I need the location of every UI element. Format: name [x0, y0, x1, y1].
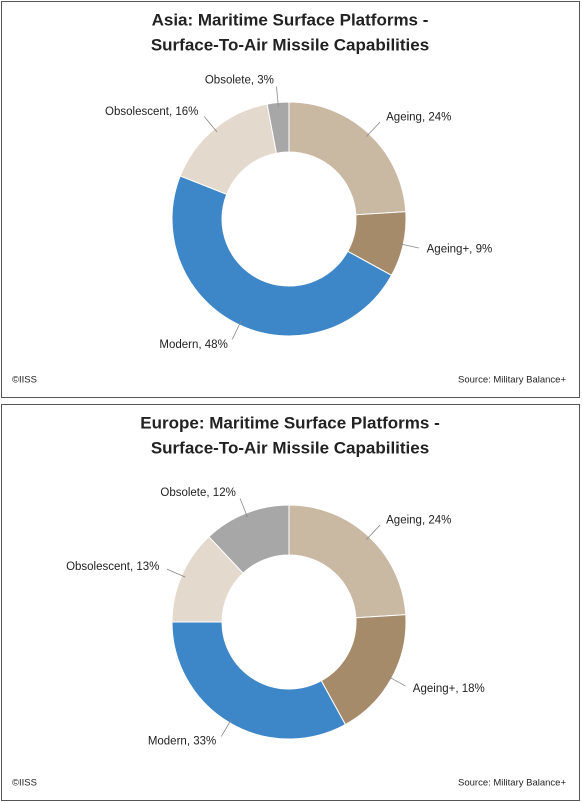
leader-line — [399, 243, 419, 249]
slice-category: Obsolescent — [66, 561, 131, 573]
slice-label: Modern, 33% — [148, 736, 216, 748]
slice-category: Ageing+ — [427, 243, 470, 255]
copyright: ©IISS — [12, 375, 37, 386]
donut-slice — [208, 504, 290, 574]
slice-value: 9% — [476, 243, 493, 255]
panel — [1, 1, 580, 398]
slice-category: Ageing — [386, 112, 422, 124]
copyright: ©IISS — [12, 778, 37, 789]
leader-line — [232, 321, 242, 340]
leader-line — [239, 498, 248, 518]
leader-line — [366, 524, 381, 540]
slice-value: 24% — [428, 112, 451, 124]
slice-value: 24% — [428, 515, 451, 527]
source: Source: Military Balance+ — [458, 778, 566, 789]
slice-label: Modern, 48% — [159, 339, 227, 351]
panel — [1, 404, 580, 801]
slice-label: Obsolete, 3% — [205, 75, 274, 87]
slice-category: Ageing+ — [413, 683, 456, 695]
slice-category: Obsolescent — [105, 106, 170, 118]
leader-line — [276, 86, 279, 107]
slice-label: Ageing, 24% — [386, 112, 451, 124]
slice-label: Obsolescent, 16% — [105, 106, 198, 118]
donut-slice — [288, 101, 407, 216]
slice-label: Ageing+, 18% — [413, 683, 485, 695]
donut-slice — [288, 504, 407, 619]
leader-line — [387, 676, 406, 687]
slice-category: Obsolete — [205, 75, 251, 87]
donut-slice — [171, 621, 347, 740]
slice-category: Ageing — [386, 515, 422, 527]
leader-line — [220, 719, 232, 737]
donut-slice — [171, 175, 393, 337]
slice-value: 48% — [205, 339, 228, 351]
slice-label: Obsolete, 12% — [160, 487, 235, 499]
slice-value: 3% — [257, 75, 274, 87]
leader-line — [166, 568, 186, 578]
slice-value: 33% — [193, 736, 216, 748]
slice-label: Ageing, 24% — [386, 515, 451, 527]
chart-title: Surface-To-Air Missile Capabilities — [151, 35, 429, 54]
slice-value: 18% — [462, 683, 485, 695]
chart-title: Asia: Maritime Surface Platforms - — [152, 10, 429, 29]
slice-category: Obsolete — [160, 487, 206, 499]
slice-value: 12% — [213, 487, 236, 499]
chart-title: Europe: Maritime Surface Platforms - — [140, 413, 439, 432]
donut-slice — [266, 101, 290, 154]
leader-line — [366, 121, 381, 137]
source: Source: Military Balance+ — [458, 375, 566, 386]
slice-value: 13% — [136, 561, 159, 573]
slice-category: Modern — [159, 339, 198, 351]
slice-category: Modern — [148, 736, 187, 748]
slice-label: Ageing+, 9% — [427, 243, 493, 255]
slice-label: Obsolescent, 13% — [66, 561, 159, 573]
leader-line — [203, 116, 218, 133]
slice-value: 16% — [175, 106, 198, 118]
chart-title: Surface-To-Air Missile Capabilities — [151, 438, 429, 457]
